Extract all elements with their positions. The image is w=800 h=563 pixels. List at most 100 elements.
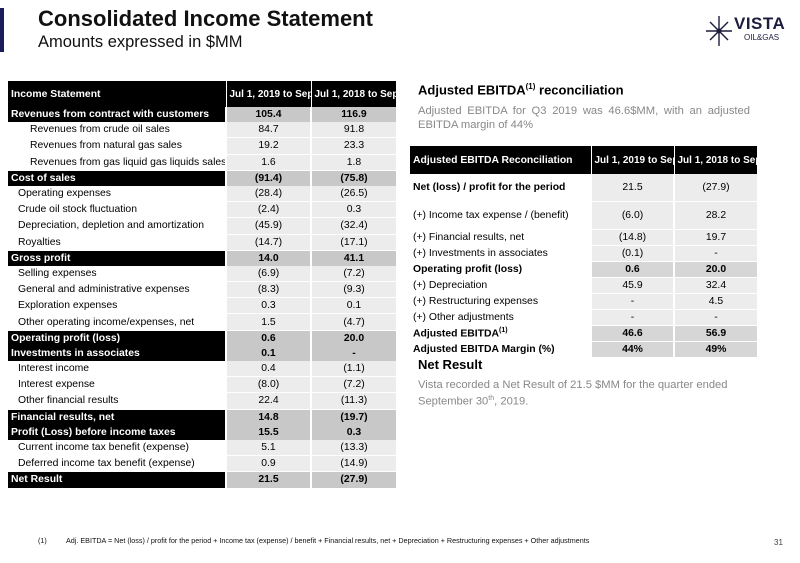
table-row: Interest expense (8.0) (7.2): [8, 376, 396, 394]
table-row: Exploration expenses 0.3 0.1: [8, 297, 396, 315]
value-2019: 21.5: [225, 471, 311, 488]
row-label: (+) Financial results, net: [410, 229, 591, 246]
value-2019: 22.4: [225, 392, 311, 410]
table-row: Revenues from gas liquid gas liquids sal…: [8, 154, 396, 171]
value-2019: (8.0): [225, 376, 311, 394]
table-row: (+) Financial results, net (14.8) 19.7: [410, 229, 757, 246]
page-title: Consolidated Income Statement: [38, 6, 373, 31]
column-header: Adjusted EBITDA Reconciliation: [410, 146, 591, 174]
value-2018: 116.9: [310, 107, 396, 123]
footnote: (1) Adj. EBITDA = Net (loss) / profit for…: [38, 536, 590, 545]
value-2018: 49%: [673, 341, 757, 358]
table-row: Adjusted EBITDA(1) 46.6 56.9: [410, 325, 757, 342]
value-2018: 56.9: [673, 325, 757, 342]
value-2019: (2.4): [225, 201, 311, 219]
value-2019: 0.4: [225, 361, 311, 378]
table-row: (+) Depreciation 45.9 32.4: [410, 277, 757, 294]
vista-logo: VISTA OIL&GAS: [704, 14, 785, 48]
table-row: Other operating income/expenses, net 1.5(…: [8, 313, 396, 331]
table-header-row: Income Statement Jul 1, 2019 to Sep 30, …: [8, 81, 396, 107]
row-label: Revenues from gas liquid gas liquids sal…: [8, 154, 226, 171]
row-label: (+) Restructuring expenses: [410, 293, 591, 310]
table-row: Profit (Loss) before income taxes 15.5 0.3: [8, 424, 396, 440]
value-2018: 20.0: [673, 261, 757, 278]
row-label: Operating profit (loss): [410, 261, 591, 278]
table-row: Revenues from natural gas sales 19.2 23.3: [8, 137, 396, 155]
value-2019: (91.4): [225, 170, 311, 186]
table-row: Revenues from contract with customers 105…: [8, 107, 396, 123]
value-2019: 84.7: [225, 122, 311, 139]
table-header-row: Adjusted EBITDA Reconciliation Jul 1, 20…: [410, 146, 757, 174]
value-2019: 0.1: [225, 345, 311, 361]
table-row: Operating expenses (28.4) (26.5): [8, 185, 396, 203]
column-header: Income Statement: [8, 81, 226, 107]
value-2019: 1.5: [225, 313, 311, 331]
value-2018: 4.5: [673, 293, 757, 310]
column-header: Jul 1, 2018 to Sep 30, 2018: [673, 146, 757, 174]
value-2018: (14.9): [310, 455, 396, 473]
row-label: Gross profit: [8, 250, 226, 266]
value-2018: 0.3: [310, 201, 396, 219]
value-2018: 19.7: [673, 229, 757, 246]
value-2018: (1.1): [310, 361, 396, 378]
value-2019: (8.3): [225, 281, 311, 299]
value-2019: 15.5: [225, 424, 311, 440]
table-row: (+) Investments in associates (0.1) -: [410, 245, 757, 262]
table-row: (+) Restructuring expenses -4.5: [410, 293, 757, 310]
table-row: Cost of sales (91.4) (75.8): [8, 170, 396, 186]
row-label: Adjusted EBITDA(1): [410, 325, 591, 342]
value-2019: 105.4: [225, 107, 311, 123]
ebitda-summary-text: Adjusted EBITDA for Q3 2019 was 46.6$MM,…: [418, 105, 750, 131]
net-result-text: Vista recorded a Net Result of 21.5 $MM …: [418, 379, 728, 408]
page-subtitle: Amounts expressed in $MM: [38, 33, 243, 51]
row-label: Deferred income tax benefit (expense): [8, 455, 226, 473]
row-label: Other financial results: [8, 392, 226, 410]
value-2019: 45.9: [590, 277, 674, 294]
table-row: Financial results, net 14.8 (19.7): [8, 409, 396, 425]
net-result-heading: Net Result: [418, 357, 483, 372]
row-label: Investments in associates: [8, 345, 226, 361]
table-row: Gross profit 14.0 41.1: [8, 250, 396, 266]
row-label: (+) Other adjustments: [410, 309, 591, 326]
value-2019: (28.4): [225, 185, 311, 203]
row-label: Revenues from contract with customers: [8, 107, 226, 123]
table-row: Interest income 0.4 (1.1): [8, 361, 396, 378]
table-row: Operating profit (loss) 0.6 20.0: [410, 261, 757, 278]
table-row: Operating profit (loss) 0.6 20.0: [8, 330, 396, 346]
value-2019: 21.5: [590, 174, 674, 202]
value-2019: 0.9: [225, 455, 311, 473]
table-row: Royalties (14.7) (17.1): [8, 234, 396, 251]
value-2018: (19.7): [310, 409, 396, 425]
value-2018: -: [673, 309, 757, 326]
row-label: Financial results, net: [8, 409, 226, 425]
value-2018: 32.4: [673, 277, 757, 294]
value-2018: (13.3): [310, 439, 396, 457]
row-label: Depreciation, depletion and amortization: [8, 217, 226, 235]
value-2019: 0.6: [225, 330, 311, 346]
value-2018: (27.9): [673, 174, 757, 202]
table-row: Selling expenses (6.9) (7.2): [8, 265, 396, 283]
value-2018: 0.3: [310, 424, 396, 440]
value-2018: (9.3): [310, 281, 396, 299]
column-header: Jul 1, 2019 to Sep 30, 2019: [590, 146, 674, 174]
value-2019: -: [590, 293, 674, 310]
value-2019: (6.0): [590, 201, 674, 230]
value-2019: (0.1): [590, 245, 674, 262]
table-row: (+) Income tax expense / (benefit) (6.0) 2…: [410, 201, 757, 230]
table-row: Current income tax benefit (expense) 5.1(…: [8, 439, 396, 457]
column-header: Jul 1, 2019 to Sep 30, 2019: [225, 81, 311, 107]
ebitda-reconciliation-table: Adjusted EBITDA Reconciliation Jul 1, 20…: [410, 146, 757, 358]
value-2018: -: [673, 245, 757, 262]
table-row: Crude oil stock fluctuation (2.4) 0.3: [8, 201, 396, 219]
table-row: Depreciation, depletion and amortization…: [8, 217, 396, 235]
value-2019: (45.9): [225, 217, 311, 235]
value-2018: 28.2: [673, 201, 757, 230]
row-label: Revenues from crude oil sales: [8, 122, 226, 139]
value-2019: (6.9): [225, 265, 311, 283]
table-row: (+) Other adjustments - -: [410, 309, 757, 326]
row-label: General and administrative expenses: [8, 281, 226, 299]
value-2019: (14.7): [225, 234, 311, 251]
ebitda-heading: Adjusted EBITDA(1) reconciliation: [418, 82, 624, 98]
column-header: Jul 1, 2018 to Sep 30, 2018: [310, 81, 396, 107]
accent-bar: [0, 8, 4, 52]
